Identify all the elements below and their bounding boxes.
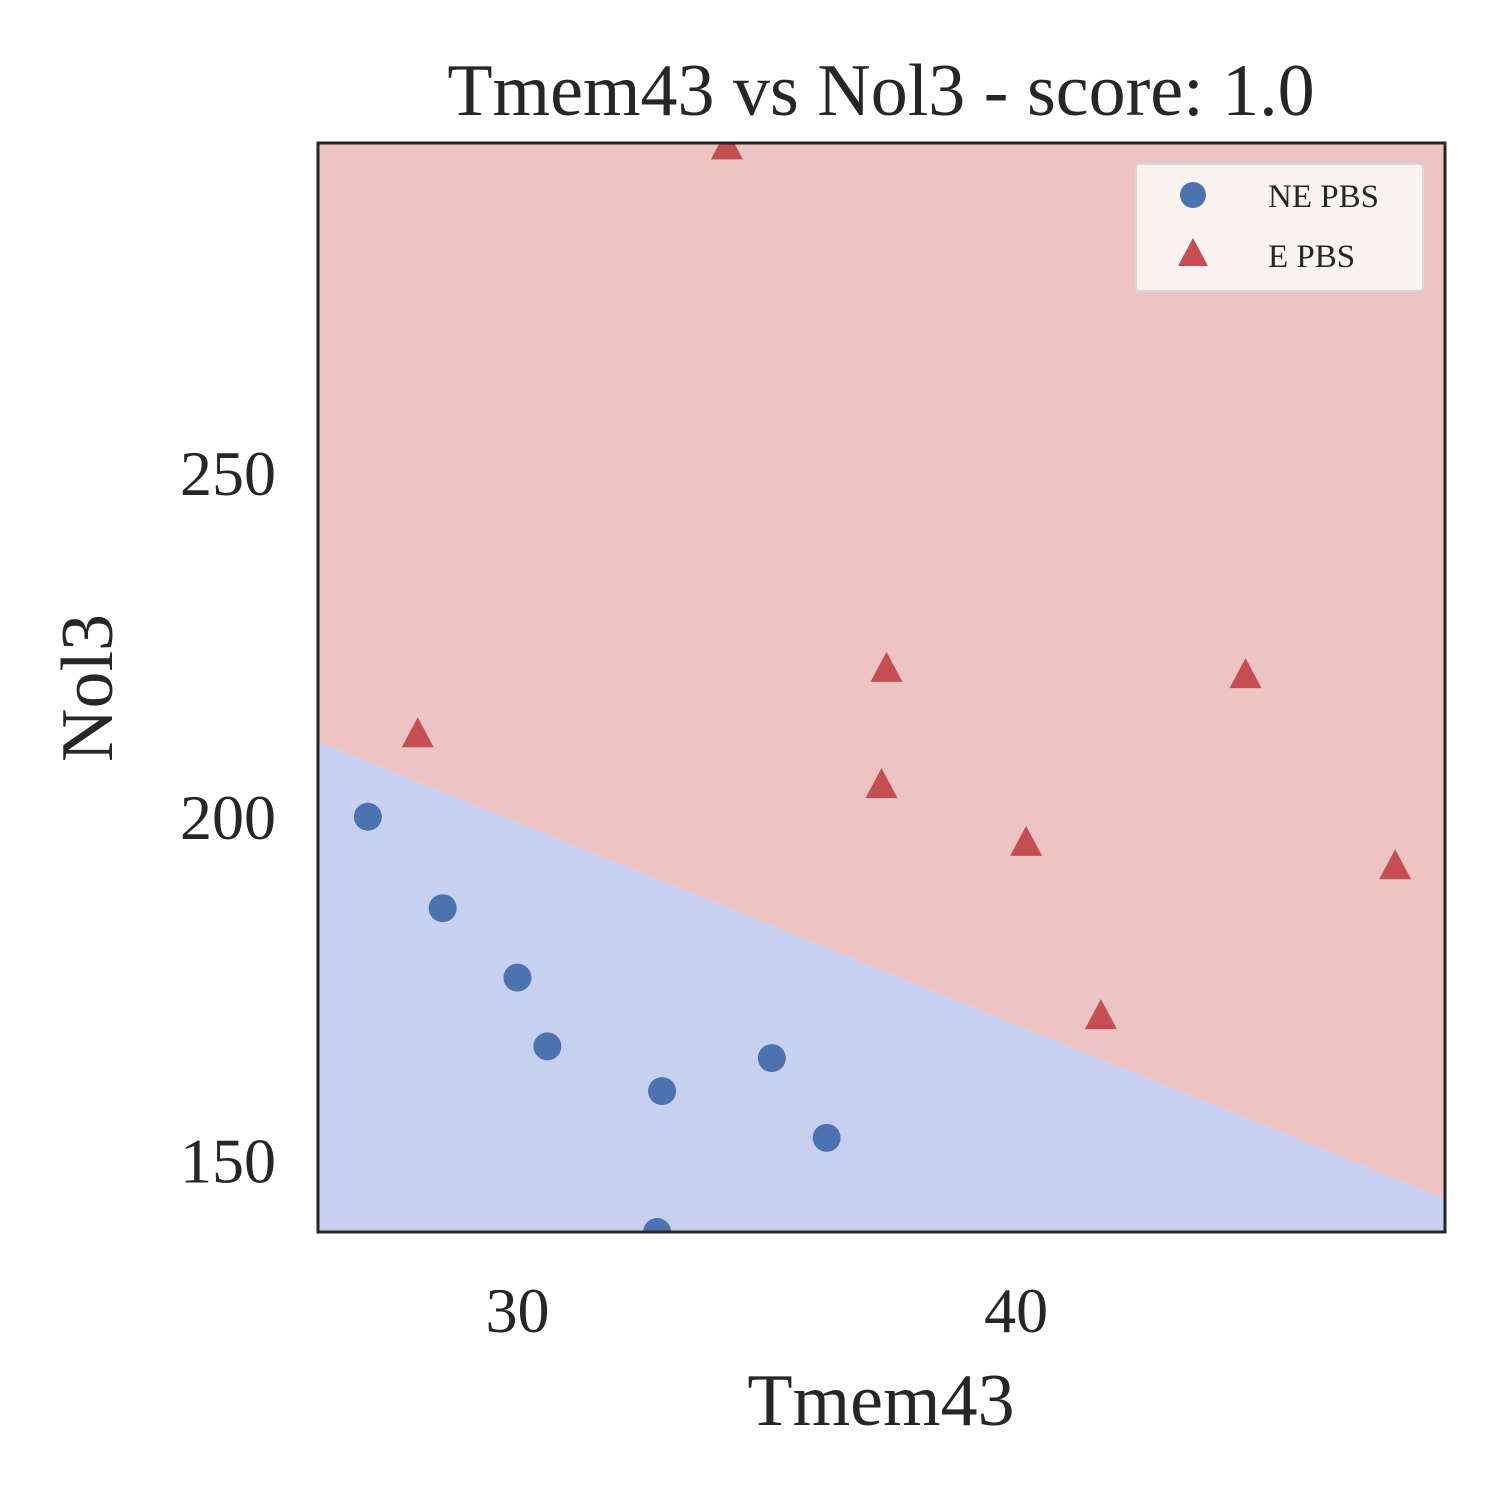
legend: NE PBS E PBS (1135, 163, 1424, 292)
point-e-pbs-0 (401, 717, 434, 748)
region-ne-pbs (318, 741, 1445, 1232)
point-e-pbs-3 (865, 768, 898, 799)
point-ne-pbs-7 (812, 1123, 841, 1152)
legend-marker-ne-pbs (1180, 182, 1206, 208)
legend-label-ne-pbs: NE PBS (1268, 179, 1379, 215)
y-axis-label: Nol3 (47, 614, 129, 762)
point-ne-pbs-3 (533, 1032, 562, 1061)
legend-box (1135, 163, 1424, 292)
y-tick-label-250: 250 (180, 438, 276, 509)
y-tick-label-150: 150 (180, 1126, 276, 1197)
point-ne-pbs-5 (648, 1077, 677, 1106)
point-ne-pbs-1 (428, 894, 457, 923)
plot-area (318, 143, 1445, 1232)
chart-title: Tmem43 vs Nol3 - score: 1.0 (447, 50, 1314, 132)
x-axis-ticks: 30 40 (485, 1275, 1048, 1346)
point-ne-pbs-2 (503, 963, 532, 992)
x-tick-label-40: 40 (984, 1275, 1048, 1346)
legend-label-e-pbs: E PBS (1268, 239, 1355, 275)
point-ne-pbs-6 (757, 1044, 786, 1073)
point-e-pbs-1 (710, 143, 743, 160)
plot-frame (316, 141, 1447, 1234)
point-e-pbs-2 (870, 651, 903, 682)
points-layer (353, 143, 1412, 1232)
point-e-pbs-5 (1084, 999, 1117, 1030)
point-e-pbs-7 (1379, 849, 1412, 880)
legend-marker-e-pbs (1178, 238, 1208, 266)
y-axis-ticks: 150 200 250 (180, 438, 276, 1197)
y-tick-label-200: 200 (180, 782, 276, 853)
x-tick-label-30: 30 (485, 1275, 549, 1346)
point-ne-pbs-0 (353, 802, 382, 831)
x-axis-label: Tmem43 (747, 1360, 1014, 1442)
point-e-pbs-4 (1010, 825, 1043, 856)
point-ne-pbs-4 (643, 1218, 672, 1232)
point-e-pbs-6 (1229, 658, 1262, 689)
